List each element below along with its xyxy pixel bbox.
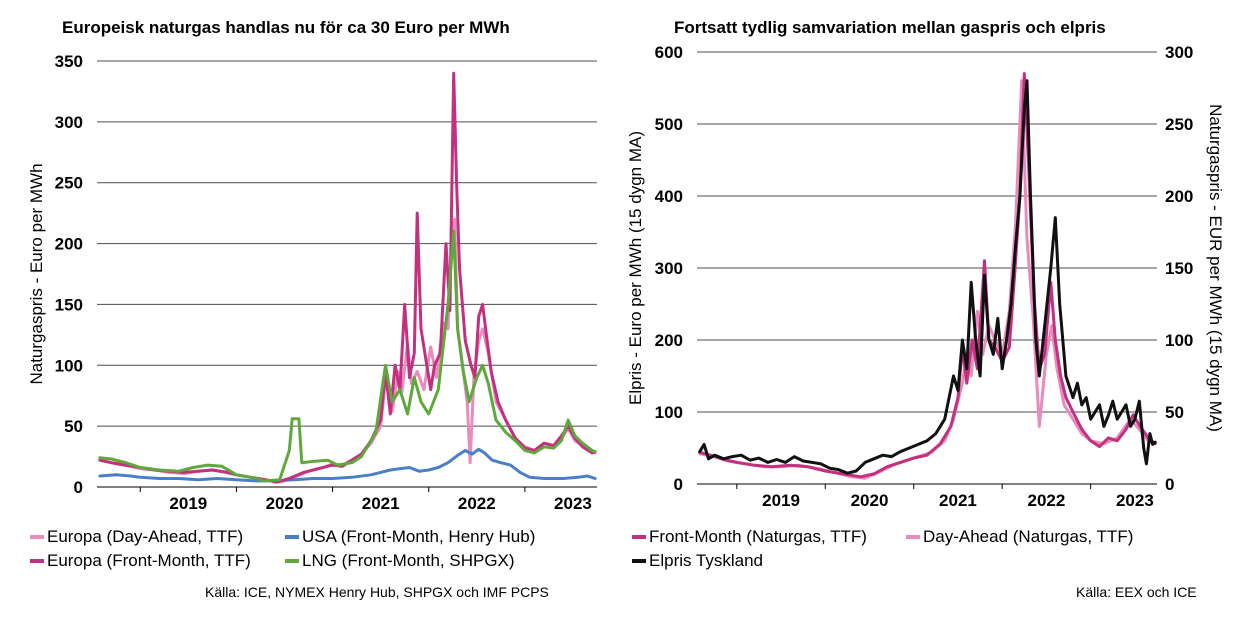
chart1-xtick-label: 2019 (169, 494, 207, 513)
chart1-ytick-label: 50 (64, 417, 83, 436)
chart1-ytick-label: 250 (55, 174, 83, 193)
legend-swatch-lng (285, 559, 299, 563)
series-line-usa-front-month-henry-hub (98, 447, 597, 483)
chart2-ytick-label: 500 (655, 115, 683, 134)
chart1-ylabel: Naturgaspris - Euro per MWh (27, 163, 46, 384)
chart2-legend: Front-Month (Naturgas, TTF) Day-Ahead (N… (632, 527, 1222, 575)
chart1-ytick-label: 350 (55, 52, 83, 71)
chart1-ytick-label: 100 (55, 356, 83, 375)
legend-label-lng: LNG (Front-Month, SHPGX) (302, 551, 515, 570)
chart1-xtick-label: 2020 (266, 494, 304, 513)
chart2-y2tick-label: 50 (1165, 403, 1184, 422)
legend-swatch-usa (285, 535, 299, 539)
chart2-y2tick-label: 150 (1165, 259, 1193, 278)
chart1-ytick-label: 0 (74, 478, 83, 497)
legend-label-elpris-tyskland: Elpris Tyskland (649, 551, 764, 570)
chart1-title: Europeisk naturgas handlas nu för ca 30 … (62, 18, 510, 37)
chart1-ytick-label: 300 (55, 113, 83, 132)
legend-item-usa: USA (Front-Month, Henry Hub) (285, 527, 535, 547)
chart2-xtick-label: 2023 (1116, 491, 1154, 510)
chart2-y2label: Naturgaspris - EUR per MWh (15 dygn MA) (1206, 104, 1225, 432)
series-line-front-month-naturgas-ttf (698, 72, 1157, 479)
chart2-y2tick-label: 0 (1165, 475, 1174, 494)
chart2-source: Källa: EEX och ICE (1076, 584, 1197, 600)
chart2-ytick-label: 400 (655, 187, 683, 206)
chart1-xtick-label: 2022 (458, 494, 496, 513)
chart2-ytick-label: 0 (674, 475, 683, 494)
legend-item-lng: LNG (Front-Month, SHPGX) (285, 551, 515, 571)
legend-item-europa-day-ahead: Europa (Day-Ahead, TTF) (30, 527, 243, 547)
series-line-day-ahead-naturgas-ttf (698, 79, 1157, 480)
chart2-y2tick-label: 250 (1165, 115, 1193, 134)
series-line-elpris-tyskland (698, 79, 1157, 475)
legend-swatch-elpris-tyskland (632, 559, 646, 563)
legend-label-europa-day-ahead: Europa (Day-Ahead, TTF) (47, 527, 244, 546)
chart2-y2tick-label: 200 (1165, 187, 1193, 206)
chart1-legend: Europa (Day-Ahead, TTF) USA (Front-Month… (30, 527, 620, 575)
legend-swatch-front-month-ttf (632, 535, 646, 539)
legend-item-front-month-ttf: Front-Month (Naturgas, TTF) (632, 527, 867, 547)
chart2-ytick-label: 300 (655, 259, 683, 278)
chart2-y2tick-label: 100 (1165, 331, 1193, 350)
chart1-ytick-label: 150 (55, 295, 83, 314)
chart1-xtick-label: 2023 (554, 494, 592, 513)
chart1-ytick-label: 200 (55, 235, 83, 254)
legend-label-day-ahead-ttf: Day-Ahead (Naturgas, TTF) (923, 527, 1134, 546)
chart2-y2tick-label: 300 (1165, 43, 1193, 62)
legend-label-usa: USA (Front-Month, Henry Hub) (302, 527, 536, 546)
chart2-ytick-label: 200 (655, 331, 683, 350)
chart2-xtick-label: 2022 (1028, 491, 1066, 510)
series-line-europa-front-month-ttf (98, 71, 597, 484)
legend-swatch-europa-front-month (30, 559, 44, 563)
legend-item-europa-front-month: Europa (Front-Month, TTF) (30, 551, 251, 571)
legend-item-elpris-tyskland: Elpris Tyskland (632, 551, 763, 571)
legend-swatch-day-ahead-ttf (906, 535, 920, 539)
legend-label-front-month-ttf: Front-Month (Naturgas, TTF) (649, 527, 867, 546)
chart2-xtick-label: 2021 (939, 491, 977, 510)
legend-label-europa-front-month: Europa (Front-Month, TTF) (47, 551, 251, 570)
chart2-ylabel: Elpris - Euro per MWh (15 dygn MA) (626, 131, 645, 405)
chart2-title: Fortsatt tydlig samvariation mellan gasp… (674, 18, 1106, 37)
chart2-xtick-label: 2020 (851, 491, 889, 510)
chart1-xtick-label: 2021 (362, 494, 400, 513)
series-line-lng-front-month-shpgx (98, 229, 597, 483)
chart1-source: Källa: ICE, NYMEX Henry Hub, SHPGX och I… (205, 584, 549, 600)
chart2-ytick-label: 600 (655, 43, 683, 62)
chart2-ytick-label: 100 (655, 403, 683, 422)
chart2-xtick-label: 2019 (762, 491, 800, 510)
legend-item-day-ahead-ttf: Day-Ahead (Naturgas, TTF) (906, 527, 1133, 547)
legend-swatch-europa-day-ahead (30, 535, 44, 539)
